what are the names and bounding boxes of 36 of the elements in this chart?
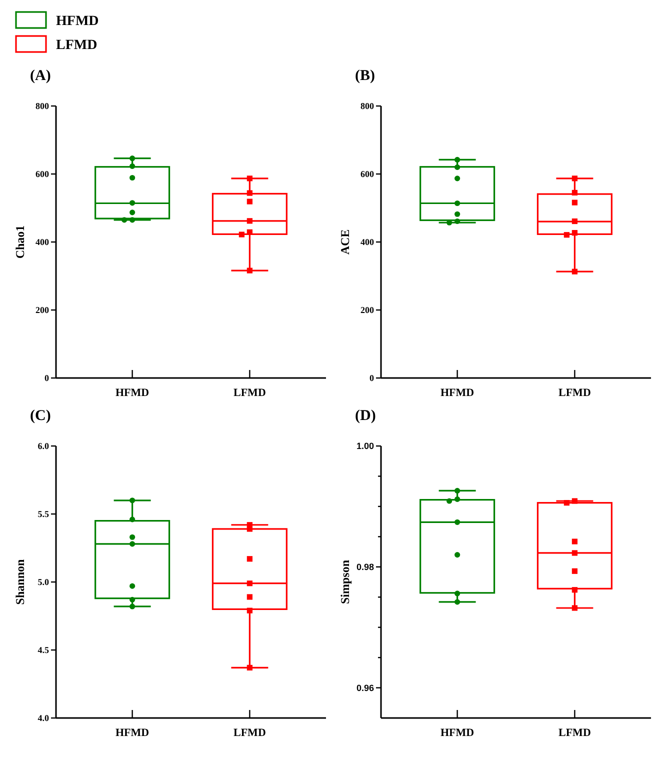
y-tick-label: 400 [36,237,50,248]
y-tick-label: 400 [360,237,374,248]
legend-label: LFMD [56,38,98,53]
y-tick-label: 5.0 [38,577,50,588]
y-axis-title: Chao1 [13,225,27,259]
y-tick-label: 600 [36,169,50,180]
x-tick-label: HFMD [440,727,474,739]
x-tick-label: LFMD [234,387,266,399]
y-tick-label: 0 [370,373,374,384]
y-tick-label: 800 [36,101,50,112]
y-tick-label: 0 [44,373,50,384]
y-tick-label: 4.0 [38,713,50,724]
x-tick-label: HFMD [116,387,150,399]
y-tick-label: 800 [360,101,374,112]
y-tick-label: 0.98 [356,562,374,572]
y-axis-title: Shannon [13,558,27,605]
chart-title: (A) [30,68,51,84]
y-tick-label: 0.96 [356,682,374,693]
x-tick-label: HFMD [116,727,150,739]
x-tick-label: LFMD [558,387,591,399]
legend-label: HFMD [56,14,99,29]
x-tick-label: LFMD [234,727,266,739]
y-axis-title: ACE [338,229,352,255]
y-tick-label: 200 [36,305,50,316]
chart-title: (D) [355,408,376,424]
x-tick-label: LFMD [558,727,591,739]
chart-title: (B) [355,68,375,84]
y-tick-label: 200 [360,305,374,316]
chart-title: (C) [30,408,51,424]
y-tick-label: 4.5 [38,645,50,656]
y-tick-label: 600 [360,169,374,180]
y-tick-label: 1.00 [356,441,374,452]
y-tick-label: 5.5 [38,509,50,520]
y-axis-title: Simpson [338,560,352,604]
y-tick-label: 6.0 [38,441,50,452]
x-tick-label: HFMD [440,387,474,399]
